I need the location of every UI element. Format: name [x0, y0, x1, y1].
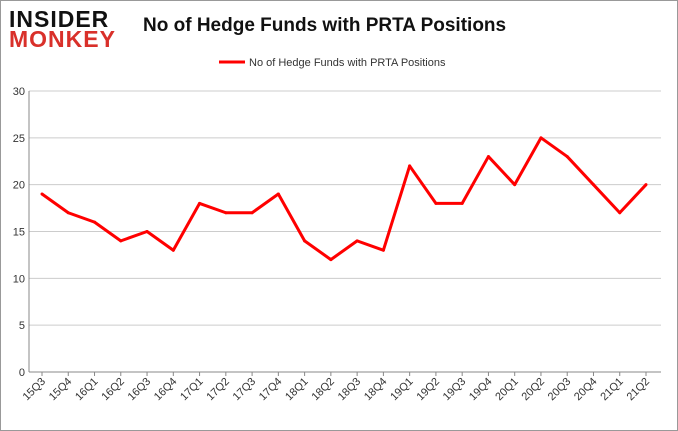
x-tick-label: 19Q1 — [388, 376, 416, 404]
legend-label: No of Hedge Funds with PRTA Positions — [249, 57, 446, 69]
data-point — [66, 211, 70, 215]
data-point — [145, 230, 149, 233]
data-point — [565, 155, 569, 159]
data-point — [381, 248, 385, 252]
x-tick-label: 19Q3 — [441, 376, 469, 404]
x-tick-label: 18Q1 — [283, 376, 311, 404]
data-point — [513, 183, 517, 187]
series-line — [41, 136, 648, 262]
x-tick-label: 17Q4 — [257, 376, 285, 404]
logo-line1: INSIDER — [9, 6, 110, 32]
x-tick-label: 18Q4 — [362, 376, 390, 404]
y-tick-label: 0 — [19, 367, 25, 379]
x-tick-label: 18Q2 — [309, 376, 337, 404]
data-point — [486, 155, 490, 159]
data-point — [40, 192, 44, 196]
x-tick-label: 20Q2 — [520, 376, 548, 404]
data-point — [250, 211, 254, 215]
x-tick-label: 16Q1 — [73, 376, 101, 404]
data-point — [329, 258, 333, 262]
data-point — [434, 201, 438, 205]
data-point — [276, 192, 280, 196]
data-point — [198, 201, 202, 205]
logo-line2: MONKEY — [9, 26, 116, 52]
x-tick-label: 19Q2 — [415, 376, 443, 404]
data-point — [355, 239, 359, 243]
x-tick-label: 16Q3 — [126, 376, 154, 404]
x-tick-label: 21Q1 — [598, 376, 626, 404]
y-tick-label: 20 — [13, 180, 25, 192]
data-point — [591, 183, 595, 187]
y-tick-label: 10 — [13, 273, 25, 285]
x-tick-label: 20Q1 — [493, 376, 521, 404]
y-tick-label: 15 — [13, 227, 25, 239]
data-point — [539, 136, 543, 140]
x-tick-label: 18Q3 — [336, 376, 364, 404]
data-point — [93, 220, 97, 224]
y-tick-label: 25 — [13, 133, 25, 145]
x-tick-label: 17Q2 — [204, 376, 232, 404]
data-point — [460, 201, 464, 205]
insider-monkey-logo: INSIDER MONKEY — [9, 6, 116, 52]
data-point — [171, 248, 175, 252]
x-tick-label: 21Q2 — [625, 376, 653, 404]
x-tick-label: 15Q3 — [21, 376, 49, 404]
x-tick-label: 16Q4 — [152, 376, 180, 404]
y-tick-label: 5 — [19, 320, 25, 332]
x-tick-label: 15Q4 — [47, 376, 75, 404]
data-point — [618, 211, 622, 215]
y-tick-label: 30 — [13, 86, 25, 98]
data-point — [119, 239, 123, 243]
chart-title: No of Hedge Funds with PRTA Positions — [143, 15, 507, 36]
data-point — [303, 239, 307, 243]
data-point — [224, 211, 228, 215]
data-point — [644, 183, 648, 187]
x-tick-label: 20Q4 — [572, 376, 600, 404]
x-tick-label: 16Q2 — [99, 376, 127, 404]
x-tick-label: 17Q1 — [178, 376, 206, 404]
x-tick-label: 17Q3 — [231, 376, 259, 404]
x-tick-label: 20Q3 — [546, 376, 574, 404]
data-point — [408, 164, 412, 168]
x-tick-label: 19Q4 — [467, 376, 495, 404]
